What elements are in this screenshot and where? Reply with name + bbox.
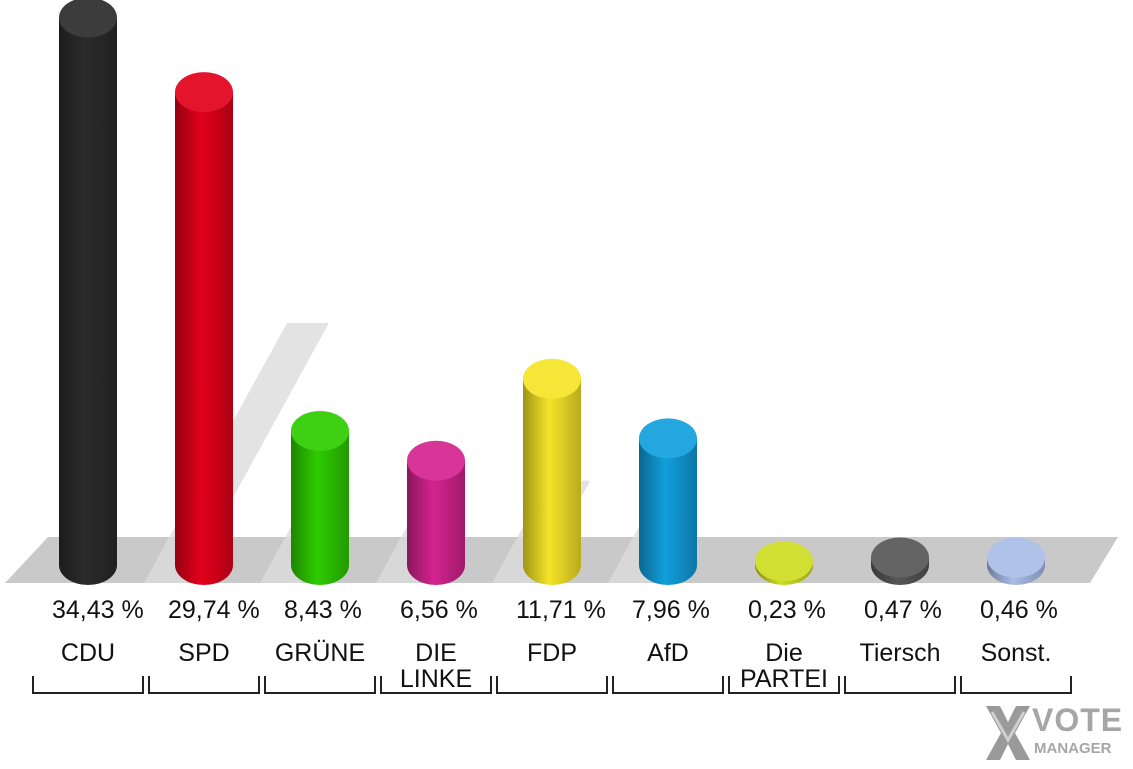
value-label: 0,47 % — [864, 596, 942, 624]
bar-body — [291, 430, 349, 565]
x-mark-icon — [986, 706, 1030, 760]
bar-top — [755, 541, 813, 582]
category-bracket — [960, 676, 1072, 694]
category-label: GRÜNE — [262, 640, 378, 666]
bar-chart — [5, 0, 1118, 585]
category-label-line: LINKE — [399, 665, 473, 693]
category-label: DIE LINKE — [378, 640, 494, 692]
bar-die-partei — [755, 541, 813, 585]
category-bracket — [32, 676, 144, 694]
bar-top — [407, 440, 465, 481]
bar-spd — [175, 72, 233, 585]
category-bracket — [380, 676, 492, 694]
category-bracket — [728, 676, 840, 694]
bar-bottom — [291, 545, 349, 585]
category-bracket — [612, 676, 724, 694]
bar-die-linke — [407, 440, 465, 585]
category-label-line: AfD — [647, 639, 689, 667]
value-label: 0,46 % — [980, 596, 1058, 624]
bar-sonst- — [987, 537, 1045, 585]
value-label: 11,71 % — [516, 596, 606, 624]
bar-body — [639, 438, 697, 565]
value-label: 7,96 % — [632, 596, 710, 624]
category-bracket — [264, 676, 376, 694]
bar-top — [871, 537, 929, 578]
bar-body — [175, 92, 233, 565]
category-label: Tiersch — [842, 640, 958, 666]
category-label: Sonst. — [958, 640, 1074, 666]
category-label-line: Tiersch — [859, 639, 941, 667]
bar-body — [59, 17, 117, 566]
bar-top — [523, 358, 581, 399]
category-label-line: CDU — [60, 639, 116, 667]
bar-fdp — [523, 358, 581, 585]
category-label-line: PARTEI — [740, 665, 828, 693]
category-bracket — [844, 676, 956, 694]
value-label: 0,23 % — [748, 596, 826, 624]
value-label: 8,43 % — [284, 596, 362, 624]
bar-tiersch — [871, 537, 929, 585]
bar-bottom — [59, 545, 117, 585]
bar-bottom — [639, 545, 697, 585]
value-label: 6,56 % — [400, 596, 478, 624]
bar-top — [291, 410, 349, 451]
bar-bottom — [407, 545, 465, 585]
logo-text-sub: MANAGER — [1034, 740, 1112, 757]
category-label-line: SPD — [178, 639, 230, 667]
category-label-line: DIE — [415, 639, 457, 667]
category-label: CDU — [30, 640, 146, 666]
category-label: Die PARTEI — [726, 640, 842, 692]
vote-manager-logo: VOTE MANAGER — [978, 700, 1128, 766]
category-label-line: Sonst. — [980, 639, 1052, 667]
bar-cdu — [59, 0, 117, 585]
category-bracket — [496, 676, 608, 694]
value-label: 34,43 % — [52, 596, 144, 624]
logo-text-main: VOTE — [1032, 702, 1124, 738]
category-label-line: GRÜNE — [274, 639, 366, 667]
category-bracket — [148, 676, 260, 694]
bar-top — [59, 0, 117, 38]
category-label-line: Die — [765, 639, 803, 667]
value-label: 29,74 % — [168, 596, 260, 624]
bar-grüne — [291, 410, 349, 585]
category-label-line: FDP — [527, 639, 577, 667]
category-label: SPD — [146, 640, 262, 666]
bar-top — [639, 418, 697, 459]
category-label: FDP — [494, 640, 610, 666]
bar-bottom — [175, 545, 233, 585]
bar-bottom — [523, 545, 581, 585]
bar-top — [987, 537, 1045, 578]
category-label: AfD — [610, 640, 726, 666]
bar-body — [523, 378, 581, 565]
bar-top — [175, 72, 233, 113]
bar-afd — [639, 418, 697, 585]
